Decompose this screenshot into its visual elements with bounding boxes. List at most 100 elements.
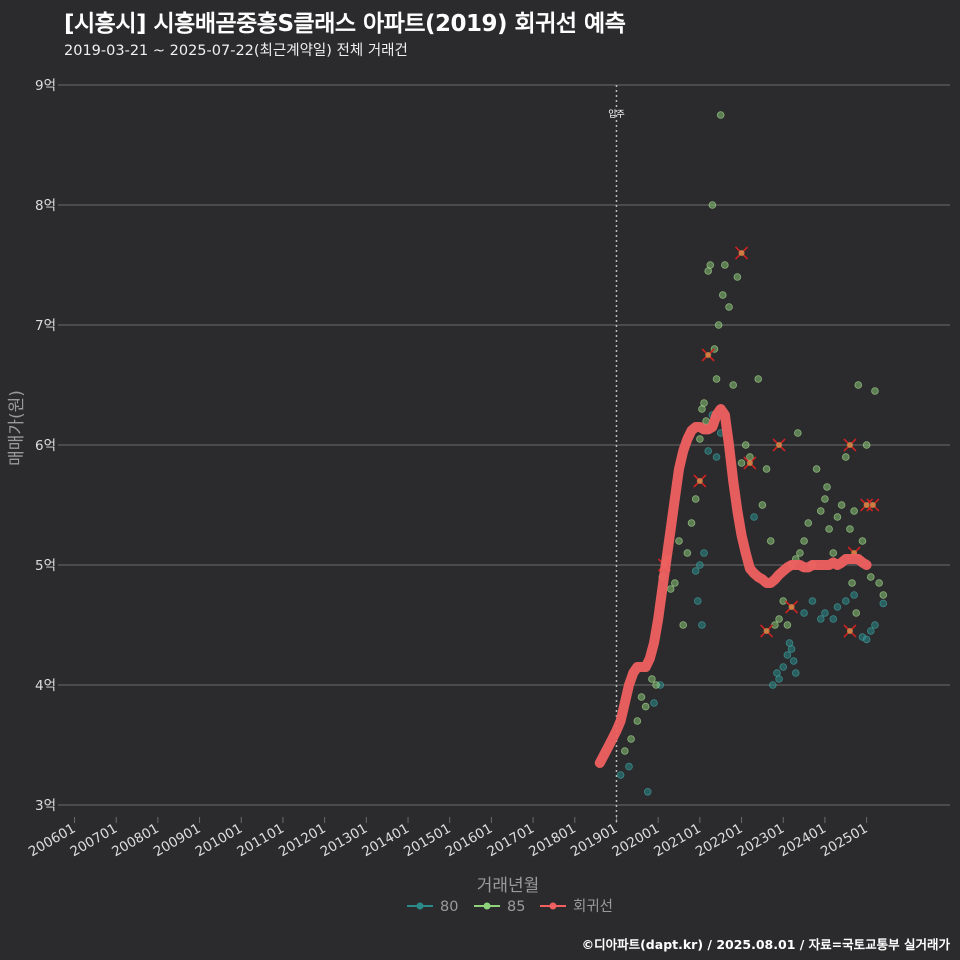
- point-85: [671, 579, 679, 587]
- x-tick-label: 201401: [359, 821, 412, 861]
- x-tick-label: 202501: [818, 821, 871, 861]
- y-tick-label: 5억: [35, 558, 56, 574]
- point-80: [821, 609, 829, 617]
- point-85: [848, 579, 856, 587]
- x-tick-label: 201101: [234, 821, 287, 861]
- point-85: [729, 381, 738, 389]
- point-85: [721, 261, 729, 269]
- x-tick-label: 201501: [401, 821, 454, 861]
- point-85: [762, 465, 771, 473]
- point-80: [750, 513, 758, 521]
- point-85: [846, 525, 854, 533]
- outlier-mark: [759, 624, 774, 638]
- point-80: [841, 597, 850, 605]
- outlier-mark: [860, 498, 874, 512]
- regression-line: [594, 404, 872, 768]
- outlier-mark: [866, 498, 880, 512]
- outlier-mark: [734, 246, 749, 260]
- point-85: [879, 591, 888, 599]
- point-85: [706, 261, 715, 269]
- point-80: [712, 453, 721, 461]
- outlier-point: [763, 628, 770, 634]
- point-85: [862, 441, 871, 449]
- point-85: [800, 537, 808, 545]
- point-85: [812, 465, 821, 473]
- point-85: [794, 429, 802, 437]
- point-85: [854, 381, 863, 389]
- point-85: [871, 387, 879, 395]
- point-85: [825, 525, 833, 533]
- x-tick-label: 202301: [735, 821, 788, 861]
- x-axis-title: 거래년월: [477, 876, 540, 896]
- x-tick-label: 202401: [776, 821, 829, 861]
- outlier-point: [746, 460, 753, 466]
- point-80: [700, 549, 708, 557]
- legend-swatch-dot: [483, 902, 491, 910]
- point-85: [804, 519, 813, 527]
- x-tick-label: 201301: [318, 821, 371, 861]
- x-tick-label: 201701: [484, 821, 537, 861]
- move-in-label: 입주: [608, 108, 625, 120]
- point-85: [796, 549, 804, 557]
- point-80: [850, 591, 858, 599]
- point-85: [691, 495, 700, 503]
- point-85: [641, 702, 650, 711]
- x-tick-label: 201001: [193, 821, 246, 861]
- outlier-point: [846, 628, 853, 634]
- point-85: [666, 585, 675, 593]
- point-85: [841, 453, 850, 461]
- x-tick-label: 200601: [26, 821, 79, 861]
- x-tick-label: 200901: [151, 821, 204, 861]
- point-85: [737, 459, 746, 467]
- outlier-point: [776, 442, 783, 448]
- point-85: [714, 321, 723, 329]
- point-85: [775, 615, 783, 623]
- point-80: [800, 609, 808, 617]
- outlier-point: [788, 604, 795, 610]
- outlier-mark: [843, 624, 857, 638]
- point-80: [833, 603, 842, 611]
- legend-swatch-dot: [416, 902, 424, 910]
- point-80: [775, 675, 783, 683]
- chart-subtitle: 2019-03-21 ~ 2025-07-22(최근계약일) 전체 거래건: [64, 43, 408, 59]
- point-85: [733, 273, 742, 281]
- point-85: [741, 441, 750, 449]
- point-80: [691, 567, 700, 575]
- point-85: [621, 747, 629, 755]
- y-tick-label: 6억: [35, 438, 56, 454]
- point-85: [783, 621, 792, 629]
- point-85: [837, 501, 846, 509]
- point-80: [783, 651, 792, 659]
- point-80: [787, 645, 796, 653]
- point-80: [808, 597, 817, 605]
- point-80: [650, 699, 658, 707]
- point-85: [821, 495, 829, 503]
- x-tick-label: 202201: [693, 821, 746, 861]
- outlier-point: [738, 250, 745, 256]
- point-80: [769, 681, 777, 689]
- outlier-mark: [772, 438, 786, 452]
- outlier-mark: [785, 600, 799, 614]
- outlier-point: [863, 502, 870, 508]
- point-85: [683, 549, 692, 557]
- point-80: [698, 621, 706, 629]
- legend-swatch-dot: [549, 902, 557, 910]
- point-80: [643, 787, 652, 796]
- legend-label: 회귀선: [573, 898, 613, 915]
- point-85: [712, 375, 721, 383]
- point-85: [875, 579, 883, 587]
- point-85: [700, 399, 708, 407]
- point-80: [616, 771, 625, 779]
- point-85: [725, 303, 733, 311]
- outlier-point: [705, 352, 712, 358]
- outlier-point: [696, 478, 703, 484]
- point-85: [648, 675, 656, 683]
- point-85: [746, 453, 754, 461]
- point-85: [850, 507, 858, 515]
- x-tick-label: 201901: [568, 821, 621, 861]
- point-80: [862, 635, 871, 644]
- point-85: [758, 501, 767, 509]
- outlier-point: [869, 502, 876, 508]
- point-80: [866, 627, 875, 635]
